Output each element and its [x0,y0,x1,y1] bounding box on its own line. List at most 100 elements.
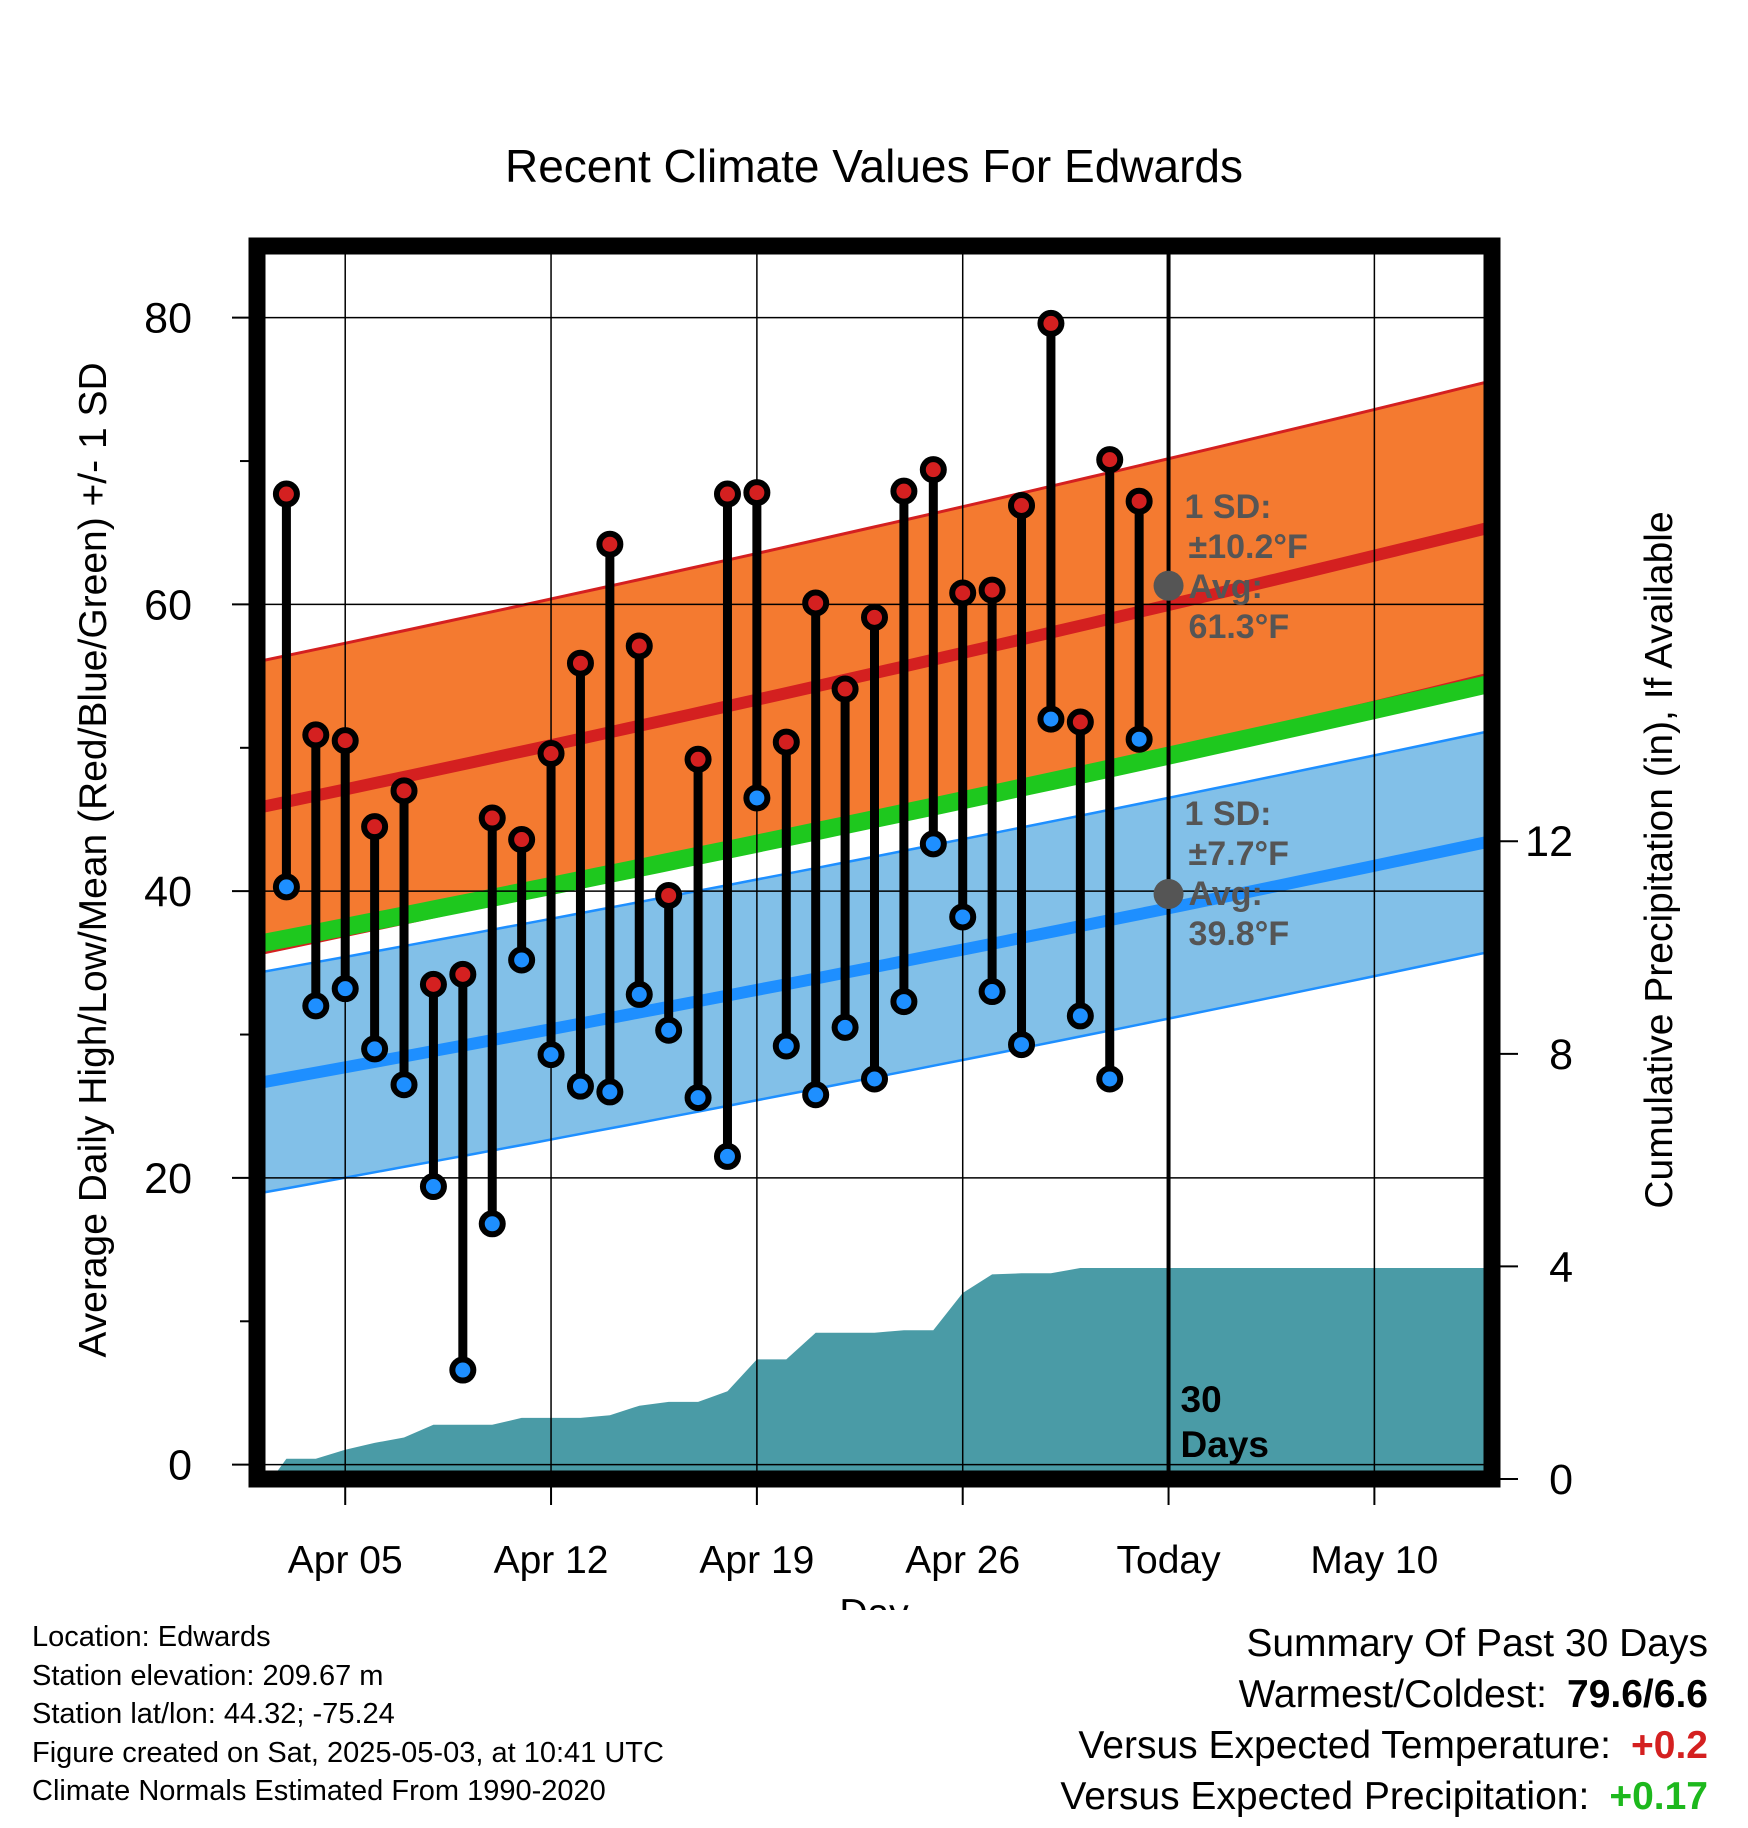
daily-high-point [949,579,977,607]
daily-high-point [566,649,594,677]
x-tick-label: Apr 12 [494,1539,609,1582]
daily-low-point [331,975,359,1003]
created-text: Figure created on Sat, 2025-05-03, at 10… [32,1736,664,1769]
daily-high-point [361,813,389,841]
daily-low-point [537,1041,565,1069]
daily-low-point [625,980,653,1008]
summary-title: Summary Of Past 30 Days [1246,1622,1708,1665]
daily-low-point [449,1356,477,1384]
daily-low-point [1125,725,1153,753]
daily-low-point [1008,1031,1036,1059]
daily-high-point [890,477,918,505]
y-axis-label: Average Daily High/Low/Mean (Red/Blue/Gr… [72,362,115,1357]
daily-high-point [390,777,418,805]
precip-label: Versus Expected Precipitation: [1060,1775,1590,1818]
daily-low-point [478,1210,506,1238]
daily-low-point [566,1072,594,1100]
high-band-upper-edge [257,379,1492,664]
latlon-text: Station lat/lon: 44.32; -75.24 [32,1698,395,1730]
high-avg-marker [1153,570,1184,601]
daily-high-point [978,576,1006,604]
summary-temp-row: Versus Expected Temperature: +0.2 [1060,1720,1708,1771]
y-tick-label: 40 [144,868,192,916]
daily-high-point [655,881,683,909]
daily-low-point [949,903,977,931]
summary-warmest-row: Warmest/Coldest: 79.6/6.6 [1060,1669,1708,1720]
precipitation-area [257,1268,1492,1479]
chart-title: Recent Climate Values For Edwards [505,140,1243,192]
daily-high-point [919,456,947,484]
daily-high-point [1096,446,1124,474]
low-avg-marker [1153,879,1184,910]
y-tick-label: 0 [168,1442,192,1490]
x-axis-label: Day [839,1592,909,1610]
daily-low-point [272,873,300,901]
summary-panel: Summary Of Past 30 Days Warmest/Coldest:… [1060,1618,1708,1822]
daily-low-point [302,992,330,1020]
daily-high-point [1008,492,1036,520]
daily-low-point [831,1013,859,1041]
daily-high-point [419,970,447,998]
daily-high-point [331,727,359,755]
daily-high-point [684,745,712,773]
plot-frame [248,237,1501,1488]
y-tick-label: 20 [144,1155,192,1203]
daily-low-point [655,1016,683,1044]
daily-low-point [419,1173,447,1201]
daily-low-point [713,1142,741,1170]
daily-low-point [772,1032,800,1060]
daily-high-point [713,480,741,508]
daily-low-point [390,1071,418,1099]
climate-chart: Recent Climate Values For Edwards Day Av… [72,140,1681,1610]
daily-low-point [1037,705,1065,733]
daily-high-point [1066,708,1094,736]
daily-high-point [772,728,800,756]
daily-high-point [802,589,830,617]
normals-text: Climate Normals Estimated From 1990-2020 [32,1775,606,1807]
temp-value: +0.2 [1631,1724,1708,1767]
daily-low-point [861,1065,888,1093]
daily-high-point [478,804,506,832]
daily-low-point [802,1081,830,1109]
daily-high-point [861,603,888,631]
daily-low-point [508,946,536,974]
elevation-text: Station elevation: 209.67 m [32,1659,384,1692]
daily-low-point [890,988,918,1016]
daily-high-point [537,740,565,768]
y2-tick-label: 12 [1525,818,1573,866]
warmest-label: Warmest/Coldest: [1238,1673,1548,1716]
x-tick-label: Apr 26 [905,1539,1020,1582]
y-tick-label: 60 [144,581,192,629]
low-sd-annotation: 1 SD: ±7.7°F Avg: 39.8°F [1185,795,1290,953]
daily-high-point [272,480,300,508]
y2-tick-label: 0 [1549,1456,1573,1504]
daily-low-point [978,978,1006,1006]
daily-low-point [1066,1002,1094,1030]
daily-high-point [1037,309,1065,337]
daily-low-point [743,784,771,812]
daily-low-point [596,1078,624,1106]
daily-low-point [361,1035,389,1063]
daily-high-point [831,675,859,703]
location-text: Location: Edwards [32,1621,271,1653]
y2-axis-label: Cumulative Precipitation (in), If Availa… [1638,511,1681,1208]
x-tick-label: May 10 [1310,1539,1438,1582]
daily-high-point [596,530,624,558]
daily-low-point [919,830,947,858]
x-tick-label: Apr 19 [699,1539,814,1582]
today-days-label: 30 Days [1181,1379,1269,1465]
daily-low-point [684,1084,712,1112]
daily-high-point [302,721,330,749]
y-tick-label: 80 [144,295,192,343]
warmest-value: 79.6/6.6 [1567,1673,1708,1716]
daily-high-point [508,826,536,854]
precip-value: +0.17 [1609,1775,1708,1818]
daily-low-point [1096,1065,1124,1093]
temp-label: Versus Expected Temperature: [1078,1724,1611,1767]
daily-high-point [1125,487,1153,515]
x-tick-label: Today [1117,1539,1222,1582]
daily-high-point [743,479,771,507]
daily-high-point [449,960,477,988]
summary-precip-row: Versus Expected Precipitation: +0.17 [1060,1771,1708,1822]
x-tick-label: Apr 05 [288,1539,403,1582]
